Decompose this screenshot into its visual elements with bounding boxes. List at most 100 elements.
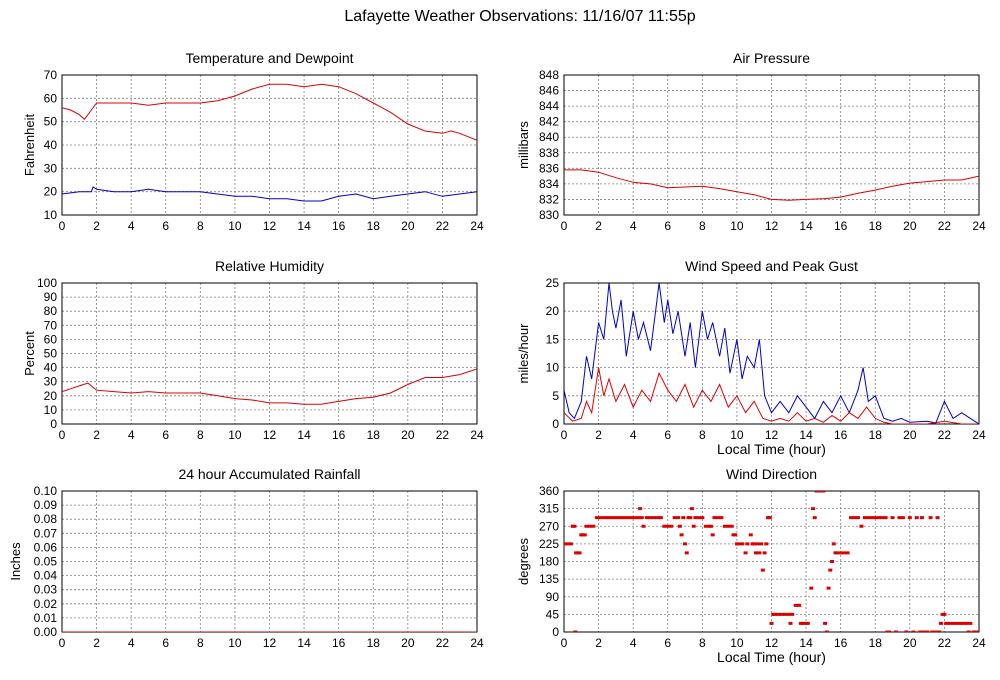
x-tick-label: 8 [197, 636, 204, 650]
x-tick-label: 20 [401, 428, 415, 442]
data-point [918, 630, 923, 632]
humidity-series-line [62, 368, 477, 405]
data-point [767, 516, 772, 520]
data-point [880, 516, 885, 520]
data-point [876, 516, 881, 520]
data-point [679, 533, 684, 537]
x-tick-label: 8 [197, 219, 204, 233]
data-point [757, 551, 762, 555]
data-point [745, 542, 750, 546]
data-point [615, 516, 620, 520]
data-point [752, 542, 757, 546]
data-point [612, 516, 617, 520]
y-tick-label: 0 [552, 625, 559, 639]
x-tick-label: 2 [93, 219, 100, 233]
x-tick-label: 18 [869, 636, 883, 650]
x-tick-label: 14 [799, 219, 813, 233]
x-tick-label: 12 [263, 219, 277, 233]
x-tick-label: 12 [765, 428, 779, 442]
x-tick-label: 2 [595, 219, 602, 233]
wind-series-line [564, 367, 979, 424]
data-point [722, 524, 727, 528]
y-tick-label: 60 [44, 91, 58, 105]
data-point [636, 516, 641, 520]
data-point [598, 516, 603, 520]
data-point [622, 516, 627, 520]
data-point [823, 621, 828, 625]
humidity-plot-frame [61, 282, 478, 425]
data-point [951, 621, 956, 625]
rain-ylabel: Inches [8, 542, 23, 581]
x-tick-label: 18 [367, 219, 381, 233]
data-point [947, 621, 952, 625]
x-tick-label: 22 [938, 428, 952, 442]
data-point [914, 516, 919, 520]
data-point [703, 524, 708, 528]
x-tick-label: 18 [367, 636, 381, 650]
humidity-ylabel: Percent [22, 331, 37, 376]
data-point [831, 542, 836, 546]
data-point [676, 516, 681, 520]
x-tick-label: 10 [228, 219, 242, 233]
x-tick-label: 8 [197, 428, 204, 442]
data-point [708, 524, 713, 528]
data-point [662, 524, 667, 528]
data-point [904, 630, 909, 632]
data-point [921, 630, 926, 632]
data-point [665, 524, 670, 528]
y-tick-label: 0.10 [34, 484, 58, 498]
x-tick-label: 24 [470, 219, 484, 233]
data-point [605, 516, 610, 520]
data-point [755, 542, 760, 546]
x-tick-label: 14 [799, 636, 813, 650]
x-tick-label: 6 [664, 219, 671, 233]
data-point [883, 516, 888, 520]
y-tick-label: 5 [552, 389, 559, 403]
y-tick-label: 10 [44, 403, 58, 417]
x-tick-label: 6 [664, 636, 671, 650]
y-tick-label: 20 [546, 304, 560, 318]
data-point [764, 542, 769, 546]
data-point [568, 542, 573, 546]
data-point [648, 516, 653, 520]
data-point [645, 516, 649, 520]
y-tick-label: 0.00 [34, 625, 58, 639]
data-point [601, 516, 606, 520]
data-point [632, 516, 637, 520]
x-tick-label: 16 [332, 428, 346, 442]
data-point [824, 630, 829, 632]
y-tick-label: 830 [539, 208, 559, 222]
data-point [684, 551, 689, 555]
x-tick-label: 18 [367, 428, 381, 442]
data-point [715, 516, 720, 520]
data-point [907, 516, 912, 520]
x-tick-label: 16 [834, 428, 848, 442]
x-tick-label: 6 [664, 428, 671, 442]
data-point [565, 542, 570, 546]
data-point [812, 516, 817, 520]
y-tick-label: 60 [44, 332, 58, 346]
pressure-ylabel: millibars [516, 121, 531, 169]
data-point [729, 524, 734, 528]
wind-xlabel: Local Time (hour) [717, 441, 826, 457]
data-point [669, 524, 674, 528]
data-point [961, 621, 966, 625]
x-tick-label: 22 [436, 219, 450, 233]
temp-plot-frame [61, 74, 478, 216]
data-point [587, 524, 592, 528]
y-tick-label: 0.09 [34, 498, 58, 512]
data-point [935, 516, 940, 520]
data-point [894, 630, 898, 632]
data-point [830, 560, 835, 563]
x-tick-label: 6 [162, 428, 169, 442]
data-point [957, 621, 962, 625]
x-tick-label: 0 [59, 219, 66, 233]
y-tick-label: 100 [37, 276, 57, 290]
y-tick-label: 50 [44, 347, 58, 361]
x-tick-label: 4 [630, 428, 637, 442]
x-tick-label: 14 [297, 219, 311, 233]
data-point [938, 621, 943, 625]
data-point [658, 516, 663, 520]
x-tick-label: 2 [93, 428, 100, 442]
